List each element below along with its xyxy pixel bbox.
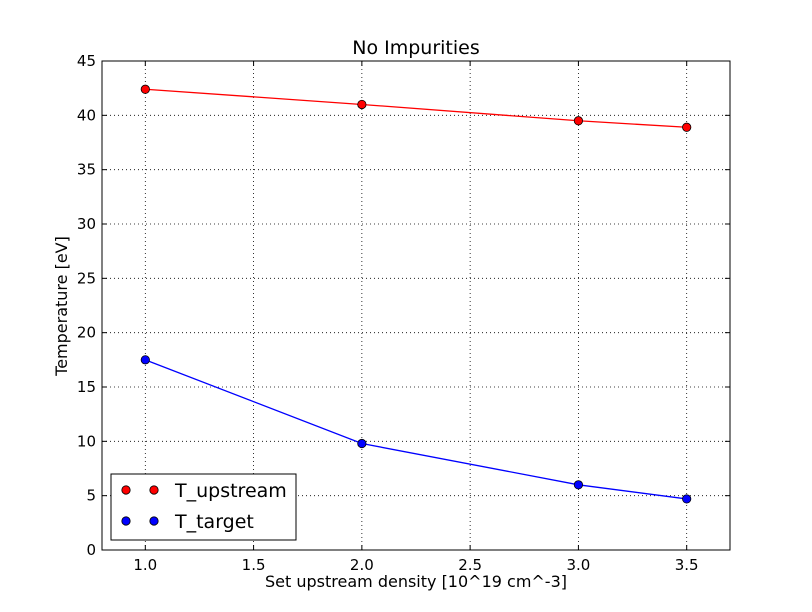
x-tick-label: 3.0 (566, 556, 590, 574)
data-point (140, 355, 150, 365)
y-tick-label: 20 (77, 324, 96, 342)
x-tick-label: 1.0 (133, 556, 157, 574)
y-axis-label: Temperature [eV] (52, 236, 71, 377)
data-point (140, 84, 150, 94)
legend-marker (121, 516, 131, 526)
legend-label: T_target (174, 511, 254, 533)
legend: T_upstream T_target (110, 473, 297, 541)
series-line-t-target (145, 359, 687, 500)
legend-marker (149, 485, 159, 495)
y-tick-label: 35 (77, 161, 96, 179)
series-layer (140, 84, 692, 504)
x-tick-label: 2.0 (350, 556, 374, 574)
y-tick-label: 25 (77, 269, 96, 287)
data-point (682, 494, 692, 504)
x-axis-label: Set upstream density [10^19 cm^-3] (265, 572, 567, 591)
plot-frame (101, 60, 731, 551)
y-tick-label: 40 (77, 106, 96, 124)
series-line-t-upstream (145, 88, 687, 128)
x-tick-label: 3.5 (675, 556, 699, 574)
legend-box (110, 473, 297, 541)
data-point (573, 116, 584, 126)
y-tick-label: 0 (86, 541, 96, 559)
y-tick-label: 30 (77, 215, 96, 233)
chart-title: No Impurities (352, 37, 480, 59)
data-point (682, 122, 692, 132)
x-tick-label: 1.5 (242, 556, 266, 574)
y-tick-label: 10 (77, 432, 96, 450)
legend-label: T_upstream (174, 480, 287, 502)
legend-marker (149, 516, 159, 526)
x-tick-label: 2.5 (458, 556, 482, 574)
data-point (357, 438, 367, 449)
y-tick-label: 15 (77, 378, 96, 396)
data-point (573, 480, 584, 490)
y-tick-label: 45 (77, 52, 96, 70)
ticks: 1.0 1.5 2.0 2.5 3.0 3.5 0 5 10 15 20 25 30 35 40 45 (77, 52, 730, 574)
data-point (357, 99, 367, 110)
y-tick-label: 5 (86, 487, 96, 505)
legend-marker (121, 485, 131, 495)
